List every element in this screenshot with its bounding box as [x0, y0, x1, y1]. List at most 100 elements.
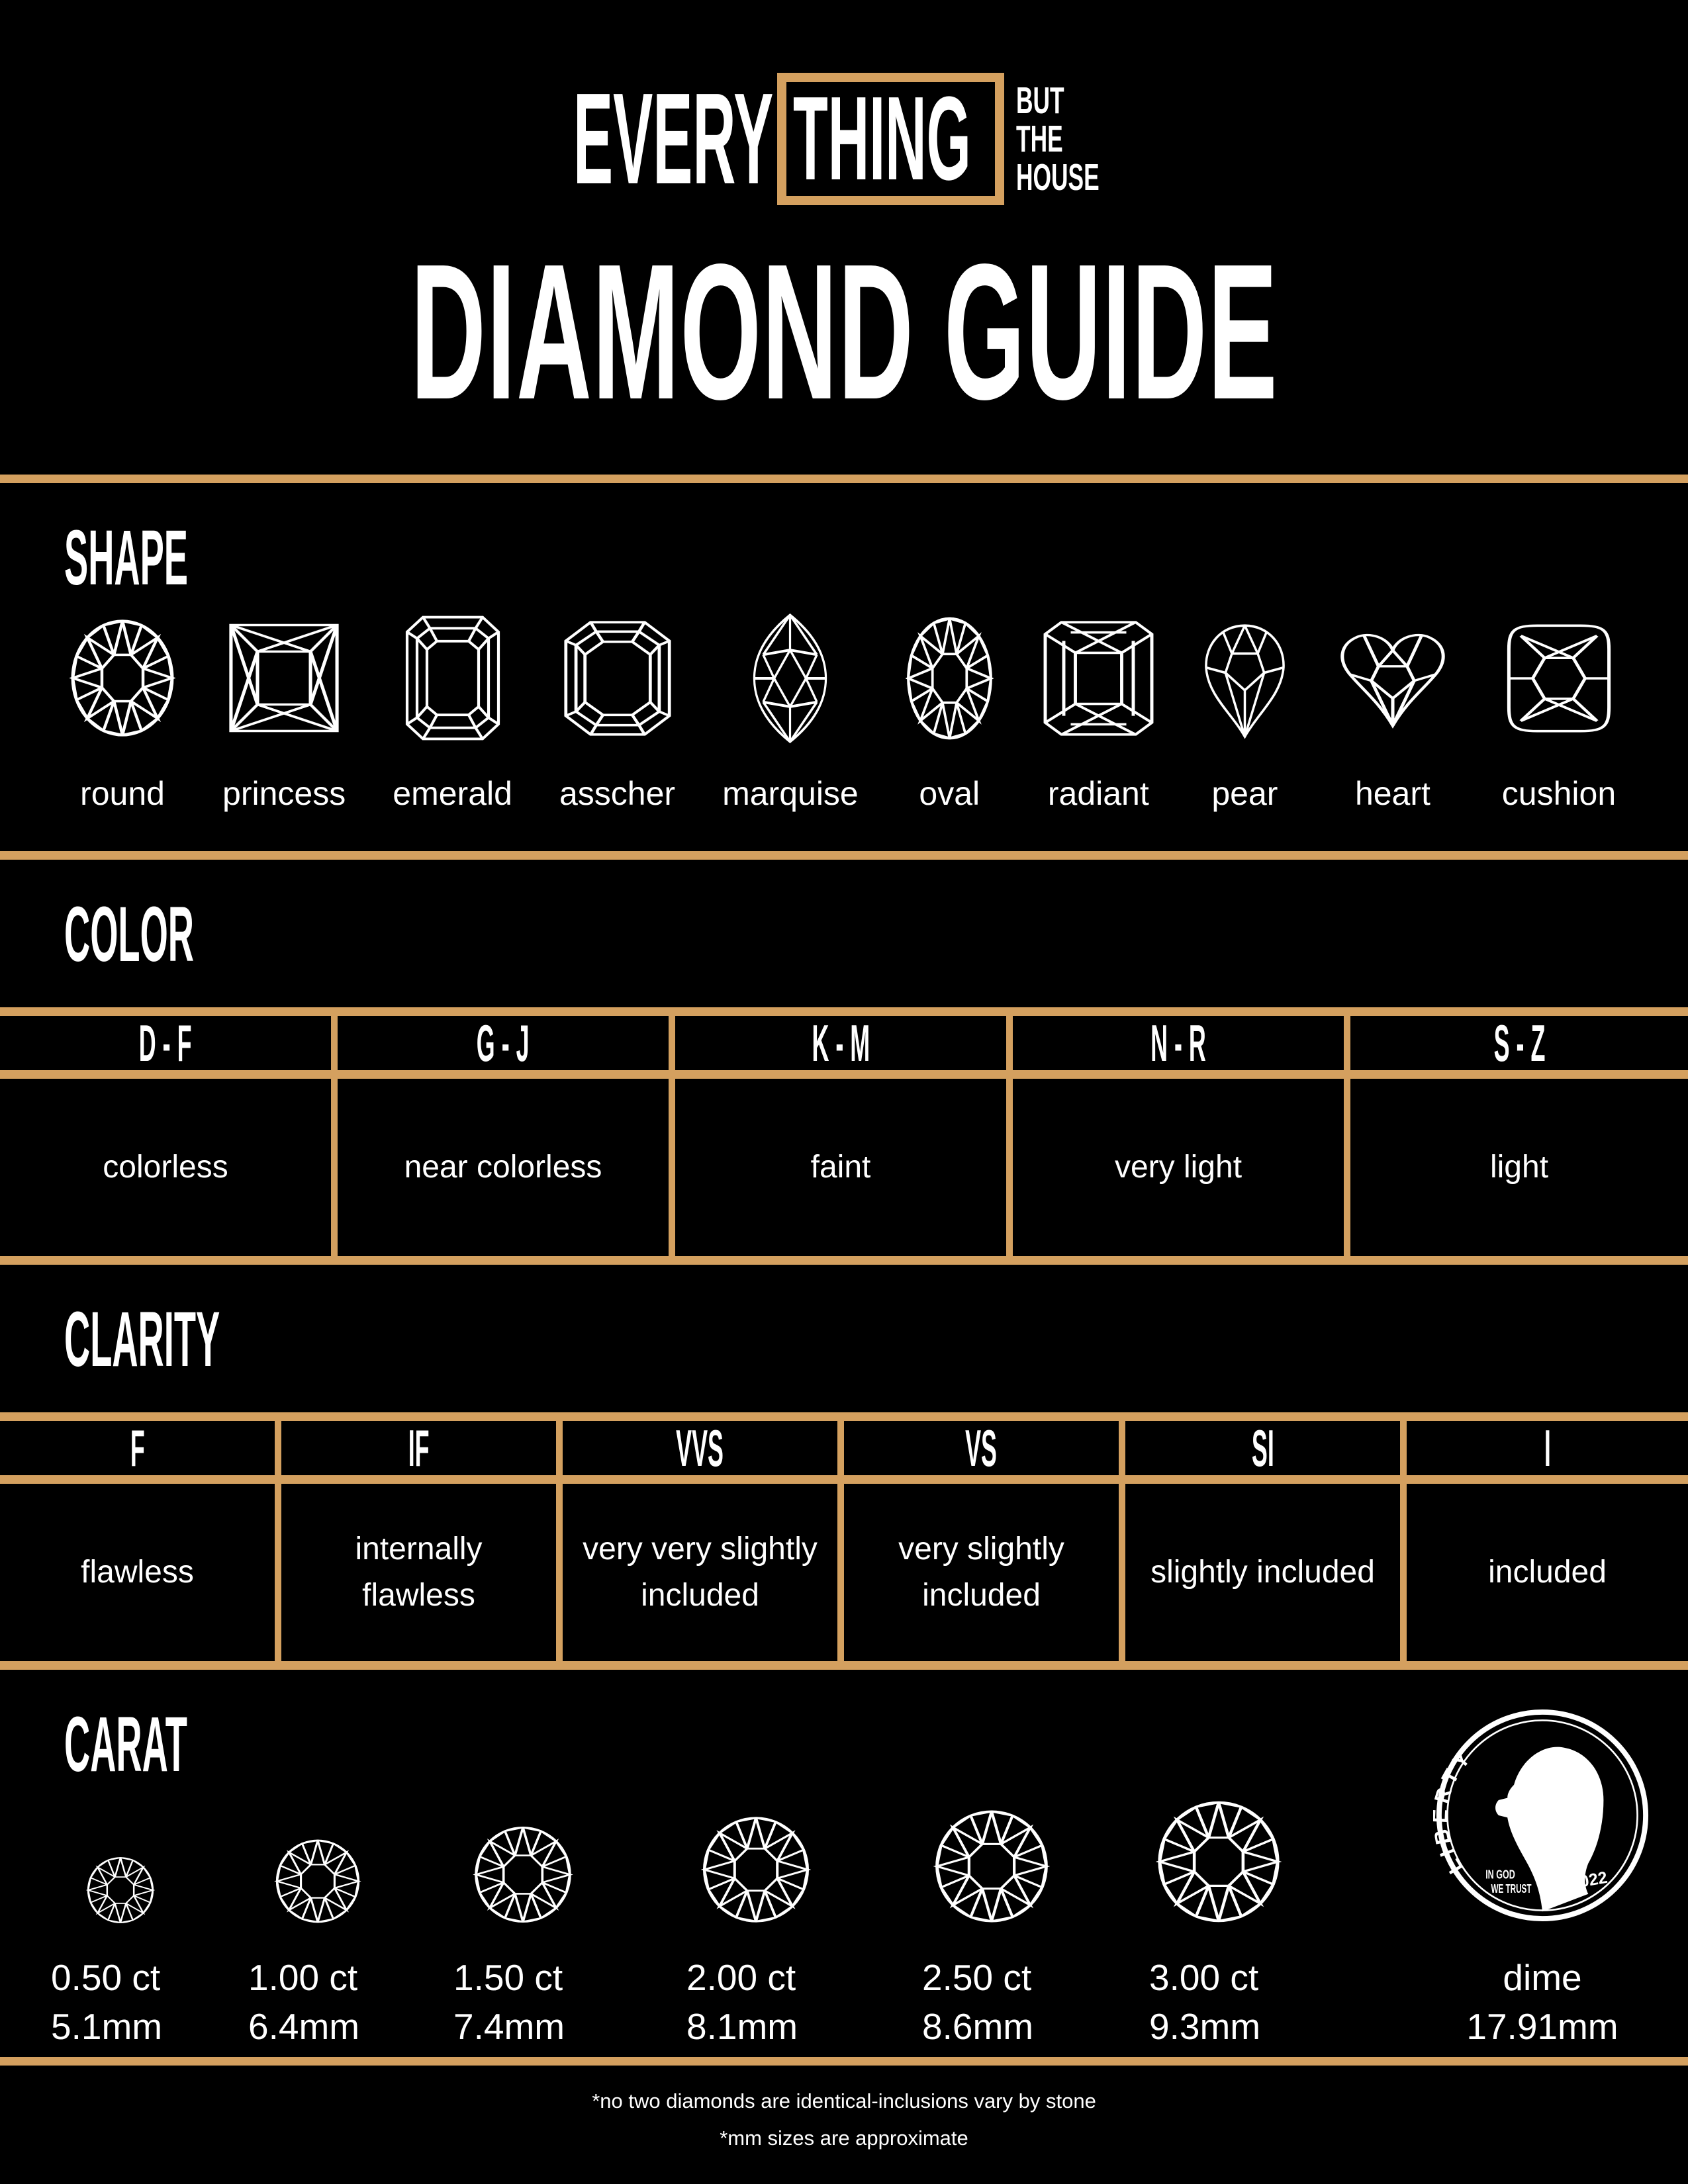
clarity-desc-cell: internally flawless [281, 1484, 563, 1661]
clarity-desc-label: included [1488, 1555, 1607, 1590]
color-desc-cell: faint [675, 1079, 1013, 1256]
color-grade-label: D - F [139, 1013, 192, 1072]
shape-item-label: princess [222, 775, 346, 812]
svg-text:LIBERTY: LIBERTY [1433, 1744, 1477, 1878]
logo-tagline: BUT THE HOUSE [1016, 81, 1115, 197]
color-grade-label: S - Z [1493, 1013, 1545, 1072]
carat-diamond-icon [1156, 1799, 1282, 1925]
clarity-grade-label: VS [965, 1418, 998, 1477]
color-desc-cell: colorless [0, 1079, 338, 1256]
footnote-line: *mm sizes are approximate [720, 2126, 968, 2150]
shape-item-label: heart [1354, 775, 1430, 812]
carat-diamond-icon [933, 1808, 1050, 1925]
cushion-diamond-icon [1499, 619, 1618, 738]
color-grade-cell: G - J [338, 1014, 675, 1079]
marquise-diamond-icon [753, 613, 827, 743]
carat-diamond-icon [275, 1839, 360, 1923]
shape-item-heart: heart [1333, 607, 1452, 813]
carat-ct-label: dime [1503, 1957, 1582, 1998]
clarity-grade-cell: F [0, 1418, 281, 1484]
footnote-line: *no two diamonds are identical-inclusion… [592, 2089, 1096, 2113]
tagline-line-2: THE [1015, 117, 1063, 160]
clarity-grade-cell: VVS [563, 1419, 844, 1484]
color-desc-cell: very light [1013, 1079, 1350, 1256]
clarity-grade-label: I [1544, 1418, 1551, 1477]
color-desc-cell: near colorless [338, 1079, 675, 1256]
carat-item: 1.50 ct 7.4mm [453, 1792, 592, 2057]
clarity-desc-cell: included [1407, 1484, 1688, 1661]
carat-ct-label: 3.00 ct [1149, 1957, 1259, 1998]
clarity-grade-cell: SI [1125, 1418, 1407, 1484]
carat-mm-label: 7.4mm [453, 2006, 565, 2047]
shape-item-label: radiant [1047, 775, 1149, 812]
president-profile-silhouette [1495, 1747, 1604, 1912]
clarity-grade-label: F [130, 1418, 145, 1477]
logo-thing-box: THING [776, 72, 1004, 205]
carat-item: 0.50 ct 5.1mm [51, 1792, 190, 2057]
shape-row: round princess emerald asscher marquise … [0, 600, 1688, 813]
carat-heading: CARAT [64, 1701, 187, 1788]
asscher-diamond-icon [561, 619, 674, 738]
shape-item-label: cushion [1501, 775, 1617, 812]
color-desc-label: light [1489, 1150, 1549, 1185]
logo-word-every: EVERY [573, 73, 773, 205]
shape-item-oval: oval [906, 607, 994, 813]
carat-ct-label: 2.50 ct [922, 1957, 1032, 1998]
section-shape: SHAPE round princess emerald asscher mar… [0, 514, 1688, 813]
carat-diamond-icon [87, 1856, 154, 1924]
clarity-desc-cell: very very slightly included [563, 1484, 844, 1661]
carat-mm-label: 8.1mm [686, 2006, 798, 2047]
clarity-table: F IF VVS VS SI I flawless internally fla… [0, 1412, 1688, 1670]
dime-legend-text: LIBERTY [1433, 1744, 1473, 1878]
heart-diamond-icon [1333, 625, 1452, 732]
shape-item-radiant: radiant [1041, 607, 1156, 813]
shape-item-label: oval [919, 775, 980, 812]
shape-item-label: marquise [722, 775, 859, 812]
carat-item: 3.00 ct 9.3mm [1149, 1792, 1288, 2057]
clarity-desc-label: internally flawless [355, 1531, 483, 1613]
divider [0, 475, 1688, 483]
carat-ct-label: 0.50 ct [51, 1957, 161, 1998]
section-carat: CARAT 0.50 ct 5.1mm 1.00 ct 6.4mm 1.50 c… [0, 1704, 1688, 2057]
logo-thing-text: THING [792, 72, 971, 205]
color-desc-label: very light [1114, 1150, 1243, 1185]
emerald-diamond-icon [403, 614, 502, 743]
shape-item-pear: pear [1203, 607, 1286, 813]
shape-item-princess: princess [222, 607, 346, 813]
clarity-desc-label: very very slightly included [583, 1531, 818, 1613]
shape-item-emerald: emerald [393, 607, 512, 813]
oval-diamond-icon [906, 617, 992, 739]
dime-motto-line-2: WE TRUST [1491, 1882, 1531, 1895]
color-grade-cell: K - M [675, 1013, 1013, 1079]
color-table: D - F G - J K - M N - R S - Z colorless … [0, 1007, 1688, 1265]
pear-diamond-icon [1204, 624, 1285, 738]
tagline-line-1: BUT [1015, 79, 1064, 122]
clarity-grade-label: SI [1251, 1418, 1274, 1477]
clarity-desc-cell: slightly included [1125, 1484, 1407, 1661]
clarity-grade-label: IF [408, 1418, 430, 1477]
carat-item: 2.50 ct 8.6mm [922, 1792, 1061, 2057]
shape-item-label: round [80, 775, 165, 812]
dime-motto-line-1: IN GOD [1485, 1868, 1515, 1882]
clarity-grade-cell: I [1407, 1418, 1688, 1484]
color-grade-cell: N - R [1013, 1013, 1350, 1079]
color-grade-label: K - M [812, 1013, 870, 1072]
clarity-desc-cell: very slightly included [844, 1484, 1125, 1661]
clarity-grade-cell: IF [281, 1418, 563, 1484]
color-grade-label: N - R [1150, 1013, 1206, 1072]
clarity-heading: CLARITY [64, 1296, 220, 1383]
carat-diamond-icon [475, 1826, 571, 1923]
clarity-desc-label: very slightly included [898, 1531, 1064, 1613]
carat-ct-label: 2.00 ct [686, 1957, 796, 1998]
radiant-diamond-icon [1041, 619, 1156, 738]
shape-item-label: asscher [559, 775, 676, 812]
tagline-line-3: HOUSE [1015, 156, 1100, 199]
clarity-desc-label: slightly included [1150, 1555, 1375, 1590]
carat-canvas: 0.50 ct 5.1mm 1.00 ct 6.4mm 1.50 ct 7.4m… [0, 1709, 1688, 2057]
brand-logo: EVERY THING BUT THE HOUSE [0, 0, 1688, 205]
shape-item-label: pear [1211, 775, 1278, 812]
color-grade-cell: S - Z [1350, 1013, 1688, 1079]
shape-heading: SHAPE [64, 514, 189, 602]
clarity-desc-label: flawless [81, 1555, 194, 1590]
